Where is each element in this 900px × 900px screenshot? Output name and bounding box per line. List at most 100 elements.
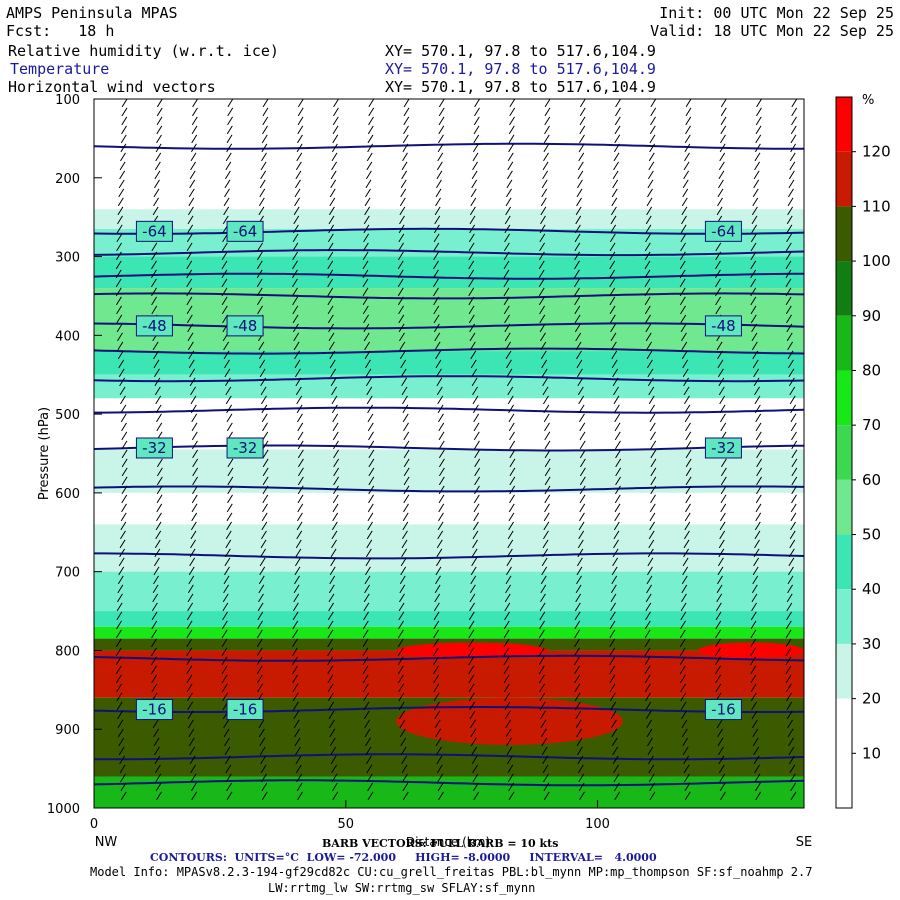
wind-barb xyxy=(615,107,621,117)
temperature-contour xyxy=(94,142,804,150)
wind-barb xyxy=(614,791,621,801)
wind-barb xyxy=(116,224,123,234)
wind-barb xyxy=(785,278,792,288)
wind-barb xyxy=(226,422,233,432)
wind-barb xyxy=(681,719,688,729)
wind-barb xyxy=(434,593,441,603)
wind-barb xyxy=(115,260,122,270)
wind-barb xyxy=(505,728,512,738)
wind-barb xyxy=(474,449,481,459)
wind-barb xyxy=(788,557,795,567)
colorbar-label: 20 xyxy=(862,690,881,708)
wind-barb xyxy=(260,755,267,765)
wind-barb xyxy=(364,206,371,216)
wind-barb xyxy=(544,116,551,126)
wind-barb xyxy=(790,125,797,135)
wind-barb xyxy=(116,314,123,324)
wind-barb xyxy=(544,458,551,468)
wind-barb xyxy=(191,791,198,801)
wind-barb xyxy=(538,269,545,279)
wind-barb xyxy=(750,647,757,657)
wind-barb xyxy=(330,179,337,189)
wind-barb xyxy=(115,638,122,648)
wind-barb xyxy=(120,143,127,153)
wind-barb xyxy=(751,701,758,711)
valid-time: Valid: 18 UTC Mon 22 Sep 25 xyxy=(650,22,894,40)
wind-barb xyxy=(225,764,232,774)
temperature-contour xyxy=(94,444,804,452)
wind-barb xyxy=(786,611,792,621)
wind-barb xyxy=(261,152,267,162)
wind-barb xyxy=(432,647,439,657)
wind-barb xyxy=(120,404,127,414)
wind-barb xyxy=(367,134,374,144)
wind-barb xyxy=(505,206,512,216)
wind-barb xyxy=(297,449,304,459)
wind-barb xyxy=(750,611,757,621)
wind-barb xyxy=(118,179,125,189)
wind-barb xyxy=(788,359,794,369)
wind-barb xyxy=(504,332,511,342)
wind-barb xyxy=(296,773,303,783)
wind-barb xyxy=(468,692,475,702)
wind-barb xyxy=(221,287,228,297)
wind-barb xyxy=(612,368,619,378)
wind-barb xyxy=(650,485,657,495)
wind-barb xyxy=(508,413,515,423)
wind-barb xyxy=(786,710,793,720)
wind-barb xyxy=(156,467,163,477)
wind-barb xyxy=(509,440,516,450)
wind-barb xyxy=(684,512,691,522)
wind-barb xyxy=(614,503,621,513)
y-axis-title: Pressure (hPa) xyxy=(37,407,52,500)
wind-barb xyxy=(645,323,652,333)
wind-barb xyxy=(224,179,231,189)
wind-barb xyxy=(260,161,267,171)
wind-barb xyxy=(399,728,406,738)
wind-barb xyxy=(433,314,440,324)
wind-barb xyxy=(538,638,545,648)
wind-barb xyxy=(754,152,761,162)
wind-barb xyxy=(789,386,796,396)
colorbar-segment xyxy=(836,315,852,371)
colorbar-label: 30 xyxy=(862,635,881,653)
wind-barb xyxy=(119,386,126,396)
wind-barb xyxy=(577,170,584,180)
wind-barb xyxy=(579,476,586,486)
wind-barb xyxy=(750,233,757,243)
wind-barb xyxy=(295,179,301,189)
wind-barb xyxy=(611,728,618,738)
wind-barb xyxy=(226,503,233,513)
wind-barb xyxy=(539,224,546,234)
wind-barb xyxy=(578,143,585,153)
wind-barb xyxy=(755,791,762,801)
wind-barb xyxy=(294,737,301,747)
wind-barb xyxy=(683,386,690,396)
wind-barb xyxy=(398,611,405,621)
wind-barb xyxy=(503,305,510,315)
contour-label-box xyxy=(135,220,173,242)
wind-barb xyxy=(398,692,405,702)
wind-barb xyxy=(258,728,265,738)
wind-barb xyxy=(474,440,480,450)
wind-barb xyxy=(644,620,651,630)
wind-barb xyxy=(257,620,263,630)
wind-barb xyxy=(503,683,510,693)
model-title: AMPS Peninsula MPAS xyxy=(6,4,178,22)
wind-barb xyxy=(754,773,761,783)
wind-barb xyxy=(468,314,475,324)
wind-barb xyxy=(294,566,301,576)
wind-barb xyxy=(367,512,374,522)
wind-barb xyxy=(544,494,551,504)
wind-barb xyxy=(225,539,232,549)
wind-barb xyxy=(507,386,514,396)
wind-barb xyxy=(297,512,303,522)
wind-barb xyxy=(539,692,546,702)
wind-barb xyxy=(225,152,232,162)
wind-barb xyxy=(296,521,303,531)
wind-barb xyxy=(544,107,551,117)
wind-barb xyxy=(474,476,481,486)
wind-barb xyxy=(645,602,652,612)
wind-barb xyxy=(791,494,797,504)
wind-barb xyxy=(116,683,123,693)
